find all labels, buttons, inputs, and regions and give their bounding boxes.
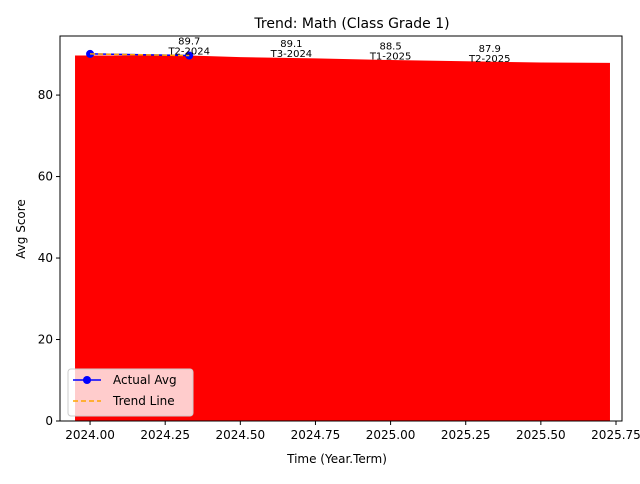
series-line-1 [90, 53, 190, 57]
legend-actual-avg-label: Actual Avg [113, 373, 177, 387]
y-tick-label: 80 [38, 88, 53, 102]
x-tick-label: 2024.00 [65, 428, 115, 442]
y-tick-label: 20 [38, 333, 53, 347]
y-tick-label: 0 [45, 414, 53, 428]
annotation-term: T1-2025 [369, 51, 412, 62]
y-tick-label: 40 [38, 251, 53, 265]
chart-title: Trend: Math (Class Grade 1) [253, 16, 449, 32]
x-axis-label: Time (Year.Term) [286, 452, 387, 466]
y-axis-label: Avg Score [14, 199, 28, 259]
legend-trend-line-label: Trend Line [112, 394, 175, 408]
annotation-value: 88.5 [379, 41, 401, 52]
x-tick-label: 2024.50 [216, 428, 266, 442]
annotation-term: T2-2025 [468, 54, 511, 65]
plot-area: 89.7T2-2024 89.1T3-2024 88.5T1-2025 87.9T2-… [38, 35, 640, 442]
y-tick-label: 60 [38, 170, 53, 184]
annotation-value: 89.7 [178, 37, 200, 48]
legend: Actual Avg Trend Line [67, 368, 194, 417]
annotation-term: T3-2024 [270, 49, 313, 60]
x-tick-label: 2024.75 [291, 428, 341, 442]
x-tick-label: 2025.75 [591, 428, 640, 442]
x-tick-label: 2024.25 [140, 428, 190, 442]
filled-area [75, 55, 610, 422]
annotation-value: 89.1 [280, 39, 302, 50]
annotation-term: T2-2024 [167, 47, 210, 58]
x-tick-label: 2025.00 [366, 428, 416, 442]
x-tick-label: 2025.25 [441, 428, 491, 442]
annotation-value: 87.9 [479, 44, 501, 55]
axes-frame [59, 35, 623, 422]
legend-actual-avg-marker [83, 376, 91, 384]
x-tick-label: 2025.50 [516, 428, 566, 442]
